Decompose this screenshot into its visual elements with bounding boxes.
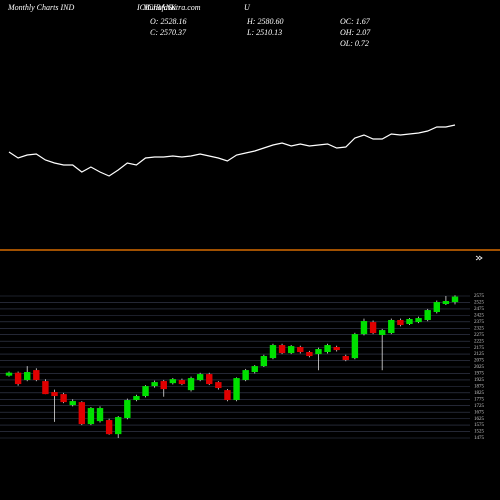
candle-body	[206, 374, 213, 385]
candle-body	[96, 408, 104, 422]
candle-body	[297, 346, 304, 353]
candle-body	[178, 380, 186, 385]
candle-body	[415, 318, 422, 323]
candle-body	[360, 321, 368, 335]
info: OC: 1.67	[340, 17, 371, 26]
candle-body	[369, 322, 377, 334]
candle-body	[5, 372, 13, 376]
candle-body	[51, 392, 58, 397]
y-tick-label: 2425	[474, 314, 485, 319]
candle-body	[433, 302, 440, 313]
y-tick-label: 2525	[474, 301, 485, 306]
candle-body	[424, 310, 431, 321]
candle-body	[442, 301, 450, 305]
candle-body	[78, 402, 86, 425]
candle-body	[224, 390, 231, 401]
y-tick-label: 1975	[474, 372, 485, 377]
candle-body	[397, 320, 404, 326]
candle-body	[105, 420, 113, 435]
candle-body	[269, 345, 277, 359]
candle-body	[351, 334, 359, 359]
info: C: 2570.37	[150, 28, 187, 37]
arrow-icon	[475, 255, 483, 261]
y-tick-label: 2125	[474, 352, 485, 357]
candle-body	[169, 379, 177, 384]
candle-body	[324, 345, 331, 353]
site: MunafaSutra.com	[142, 3, 201, 12]
y-tick-label: 2225	[474, 339, 485, 344]
candle-body	[333, 346, 340, 351]
info: L: 2510.13	[246, 28, 282, 37]
candle-body	[260, 356, 268, 367]
candle-body	[187, 378, 195, 391]
candle-body	[251, 366, 258, 373]
y-tick-label: 2075	[474, 359, 485, 364]
candle-body	[42, 381, 49, 395]
candle-body	[133, 396, 140, 401]
y-tick-label: 1575	[474, 423, 485, 428]
candle-body	[242, 370, 249, 381]
y-tick-label: 2575	[474, 294, 485, 299]
chart-title: Monthly Charts IND	[7, 3, 74, 12]
y-tick-label: 1925	[474, 378, 485, 383]
y-tick-label: 2025	[474, 365, 485, 370]
y-tick-label: 2375	[474, 320, 485, 325]
candle-body	[233, 378, 240, 401]
y-tick-label: 2475	[474, 307, 485, 312]
y-tick-label: 1875	[474, 385, 485, 390]
candle-body	[87, 408, 95, 425]
candle-body	[24, 372, 31, 381]
candle-body	[142, 386, 149, 397]
candle-body	[451, 296, 459, 303]
candle-body	[33, 370, 40, 381]
info: OH: 2.07	[340, 28, 371, 37]
candle-body	[160, 381, 167, 390]
info: O: 2528.16	[150, 17, 186, 26]
candle-body	[278, 345, 286, 354]
info: H: 2580.60	[246, 17, 283, 26]
candle-body	[342, 356, 349, 361]
candle-body	[306, 352, 313, 357]
candle-body	[378, 330, 386, 335]
candle-body	[315, 349, 322, 355]
y-tick-label: 1525	[474, 430, 485, 435]
info: OL: 0.72	[340, 39, 369, 48]
y-tick-label: 1475	[474, 436, 485, 441]
overlay-line	[8, 124, 456, 177]
y-tick-label: 1625	[474, 417, 485, 422]
candle-body	[388, 320, 395, 334]
candle-body	[60, 394, 67, 403]
candle-body	[69, 401, 76, 406]
candle-body	[124, 400, 131, 418]
candle-body	[215, 382, 222, 389]
candle-body	[287, 346, 295, 354]
candle-body	[115, 417, 122, 435]
y-tick-label: 1825	[474, 391, 485, 396]
candle-body	[196, 374, 204, 381]
y-tick-label: 2325	[474, 326, 485, 331]
y-tick-label: 1725	[474, 404, 485, 409]
candle-body	[406, 318, 413, 325]
y-tick-label: 1675	[474, 410, 485, 415]
y-tick-label: 1775	[474, 397, 485, 402]
symbol: ICICIBANK	[136, 3, 177, 12]
y-tick-label: 2275	[474, 333, 485, 338]
y-tick-label: 2175	[474, 346, 485, 351]
candle-body	[151, 382, 158, 387]
marker: U	[244, 3, 251, 12]
candle-body	[14, 372, 22, 385]
